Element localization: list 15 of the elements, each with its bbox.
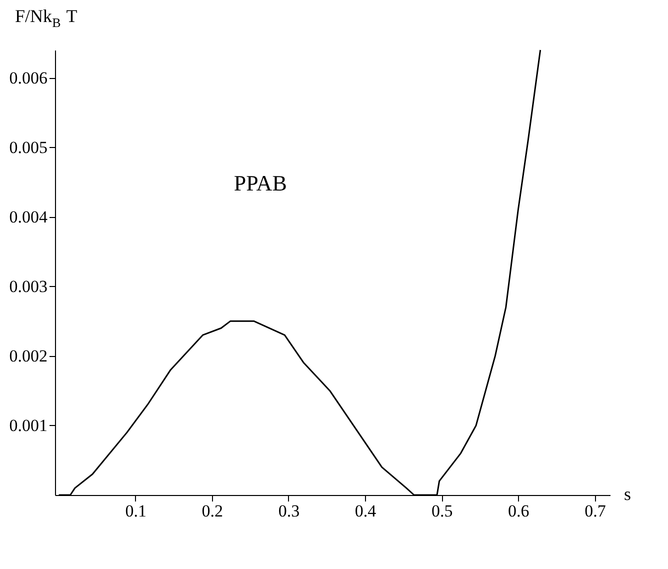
- y-tick-label: 0.003: [9, 276, 48, 296]
- x-tick-label: 0.6: [508, 502, 530, 520]
- annotation: PPAB: [234, 170, 287, 196]
- y-tick-label: 0.004: [9, 207, 48, 226]
- x-tick-label: 0.5: [431, 502, 453, 520]
- y-tick-label: 0.002: [9, 346, 48, 366]
- y-tick-label: 0.006: [9, 68, 48, 88]
- y-tick-label: 0.005: [9, 138, 48, 157]
- y-tick-label: 0.001: [9, 416, 48, 435]
- x-tick-label: 0.7: [584, 502, 606, 520]
- x-tick-label: 0.4: [354, 502, 377, 520]
- x-tick-label: 0.2: [202, 502, 224, 520]
- x-tick-label: 0.3: [278, 502, 300, 520]
- x-tick-label: 0.1: [125, 502, 147, 520]
- x-axis-title: s: [624, 484, 632, 504]
